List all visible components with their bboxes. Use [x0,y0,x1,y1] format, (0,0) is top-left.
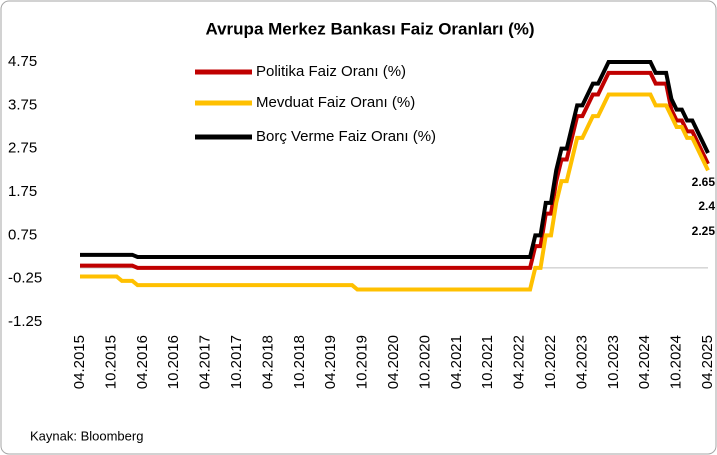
series-line [80,70,710,270]
y-tick-label: -0.25 [8,270,42,287]
legend-label: Politika Faiz Oranı (%) [256,63,406,80]
data-label: 2.25 [692,224,716,238]
source: Kaynak: Bloomberg [30,428,143,443]
series-line [80,60,710,259]
x-tick-label: 10.2017 [228,335,245,389]
x-tick-label: 04.2018 [259,335,276,389]
series-line [80,92,710,292]
chart-title: Avrupa Merkez Bankası Faiz Oranları (%) [205,19,534,38]
x-tick-label: 04.2023 [573,335,590,389]
y-tick-label: 2.75 [8,140,37,157]
x-tick-label: 10.2022 [542,335,559,389]
x-tick-label: 04.2024 [636,335,653,389]
y-tick-label: 3.75 [8,96,37,113]
y-tick-label: 4.75 [8,53,37,70]
x-tick-label: 10.2024 [668,335,685,389]
x-tick-label: 10.2015 [102,335,119,389]
x-tick-label: 04.2022 [511,335,528,389]
x-tick-label: 04.2021 [448,335,465,389]
x-tick-label: 10.2019 [354,335,371,389]
x-tick-label: 10.2016 [165,335,182,389]
x-tick-label: 10.2020 [416,335,433,389]
data-label: 2.4 [698,199,715,213]
y-tick-label: -1.25 [8,313,42,330]
x-tick-label: 04.2025 [699,335,716,389]
x-tick-label: 10.2023 [605,335,622,389]
x-tick-label: 04.2015 [71,335,88,389]
x-tick-label: 04.2019 [322,335,339,389]
x-tick-label: 04.2017 [197,335,214,389]
legend-label: Borç Verme Faiz Oranı (%) [256,128,436,145]
x-tick-label: 04.2020 [385,335,402,389]
y-tick-label: 0.75 [8,226,37,243]
legend-label: Mevduat Faiz Oranı (%) [256,94,415,111]
x-tick-label: 04.2016 [134,335,151,389]
y-tick-label: 1.75 [8,183,37,200]
x-tick-label: 10.2018 [291,335,308,389]
data-label: 2.65 [692,175,716,189]
x-tick-label: 10.2021 [479,335,496,389]
